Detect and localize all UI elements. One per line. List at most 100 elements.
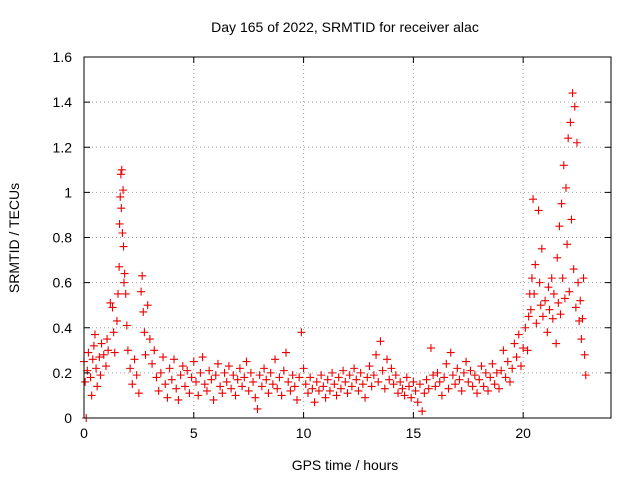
- data-point: [418, 407, 427, 416]
- data-point: [385, 375, 394, 384]
- data-point: [501, 373, 510, 382]
- data-point: [277, 391, 286, 400]
- data-point: [508, 364, 517, 373]
- x-tick-label: 15: [406, 425, 422, 441]
- data-point: [435, 377, 444, 386]
- data-point: [140, 328, 149, 337]
- data-point: [310, 398, 319, 407]
- data-point: [110, 348, 119, 357]
- data-point: [431, 382, 440, 391]
- data-point: [479, 382, 488, 391]
- data-point: [529, 195, 538, 204]
- data-point: [537, 244, 546, 253]
- data-point: [99, 350, 108, 359]
- data-point: [297, 328, 306, 337]
- data-point: [282, 348, 291, 357]
- data-point: [549, 289, 558, 298]
- data-point: [429, 371, 438, 380]
- data-point: [457, 386, 466, 395]
- data-point: [407, 393, 416, 402]
- data-point: [317, 371, 326, 380]
- data-point: [122, 321, 131, 330]
- data-point: [189, 357, 198, 366]
- data-point: [424, 384, 433, 393]
- data-point: [581, 371, 590, 380]
- data-point: [121, 289, 130, 298]
- data-point: [123, 346, 132, 355]
- data-point: [117, 204, 126, 213]
- data-point: [163, 393, 172, 402]
- data-point: [394, 389, 403, 398]
- plot-frame: [83, 56, 612, 419]
- data-point: [207, 375, 216, 384]
- data-point: [213, 359, 222, 368]
- data-point: [112, 316, 121, 325]
- data-point: [218, 389, 227, 398]
- data-point: [411, 386, 420, 395]
- y-tick-label: 0.4: [53, 320, 73, 336]
- data-point: [527, 274, 536, 283]
- data-point: [510, 339, 519, 348]
- data-point: [235, 364, 244, 373]
- data-point: [191, 377, 200, 386]
- data-point: [560, 294, 569, 303]
- data-point: [339, 366, 348, 375]
- data-point: [93, 382, 102, 391]
- data-point: [141, 350, 150, 359]
- data-point: [275, 373, 284, 382]
- data-point: [161, 380, 170, 389]
- data-point: [396, 377, 405, 386]
- data-point: [233, 375, 242, 384]
- data-point: [139, 307, 148, 316]
- data-point: [253, 404, 262, 413]
- data-point: [354, 386, 363, 395]
- x-tick-label: 10: [296, 425, 312, 441]
- data-point: [426, 344, 435, 353]
- data-point: [380, 384, 389, 393]
- data-point: [306, 373, 315, 382]
- data-point: [358, 380, 367, 389]
- data-point: [167, 375, 176, 384]
- data-point: [108, 303, 117, 312]
- data-point: [400, 391, 409, 400]
- data-point: [564, 134, 573, 143]
- data-point: [580, 350, 589, 359]
- data-point: [138, 271, 147, 280]
- data-point: [462, 357, 471, 366]
- data-point: [246, 368, 255, 377]
- data-point: [152, 373, 161, 382]
- data-point: [330, 380, 339, 389]
- data-point: [119, 186, 128, 195]
- data-point: [314, 386, 323, 395]
- data-point: [556, 310, 565, 319]
- data-point: [84, 348, 93, 357]
- data-point: [557, 199, 566, 208]
- data-point: [273, 384, 282, 393]
- data-point: [365, 362, 374, 371]
- data-point: [568, 89, 577, 98]
- data-point: [229, 371, 238, 380]
- data-point: [543, 328, 552, 337]
- data-point: [249, 377, 258, 386]
- x-tick-label: 5: [190, 425, 198, 441]
- data-point: [492, 368, 501, 377]
- data-point: [198, 353, 207, 362]
- data-point: [512, 353, 521, 362]
- data-point: [150, 346, 159, 355]
- data-point: [576, 296, 585, 305]
- data-point: [516, 362, 525, 371]
- data-point: [104, 346, 113, 355]
- data-point: [117, 165, 126, 174]
- data-point: [505, 377, 514, 386]
- data-point: [260, 364, 269, 373]
- axis-ticks: [83, 56, 611, 419]
- data-point: [521, 323, 530, 332]
- y-axis-label: SRMTID / TECUs: [6, 183, 22, 293]
- data-point: [137, 287, 146, 296]
- y-tick-label: 1.6: [53, 49, 73, 65]
- data-point: [216, 382, 225, 391]
- data-point: [448, 371, 457, 380]
- data-point: [387, 364, 396, 373]
- data-point: [118, 228, 127, 237]
